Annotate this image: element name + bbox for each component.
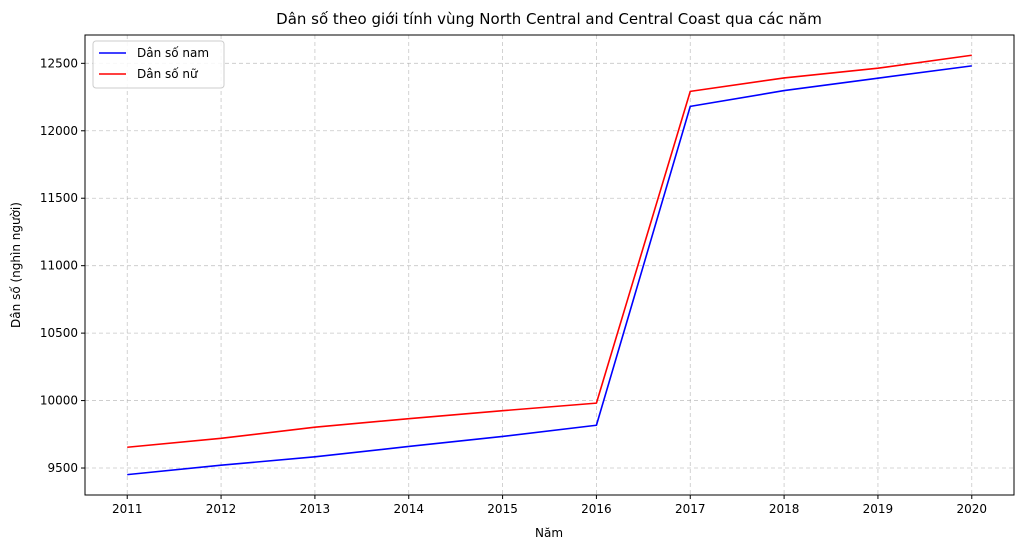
y-tick-label: 10000 (40, 394, 78, 408)
legend: Dân số nam Dân số nữ (92, 40, 225, 89)
series-line-1 (127, 54, 972, 449)
legend-label-1: Dân số nữ (137, 67, 199, 81)
y-tick-label: 9500 (47, 461, 78, 475)
x-tick-label: 2018 (769, 502, 800, 516)
series-line-0 (127, 65, 972, 476)
x-axis-label: Năm (535, 526, 563, 540)
y-tick-label: 12000 (40, 124, 78, 138)
y-tick-label: 11500 (40, 191, 78, 205)
x-tick-label: 2013 (300, 502, 331, 516)
chart-title: Dân số theo giới tính vùng North Central… (276, 10, 822, 28)
x-tick-label: 2017 (675, 502, 706, 516)
grid (85, 35, 1014, 495)
legend-label-0: Dân số nam (137, 46, 209, 60)
x-tick-label: 2019 (863, 502, 894, 516)
y-tick-label: 12500 (40, 56, 78, 70)
x-tick-label: 2014 (393, 502, 424, 516)
x-tick-label: 2015 (487, 502, 518, 516)
x-tick-label: 2020 (956, 502, 987, 516)
y-tick-label: 11000 (40, 259, 78, 273)
x-tick-label: 2016 (581, 502, 612, 516)
plot-frame (84, 34, 1015, 496)
x-tick-label: 2011 (112, 502, 143, 516)
y-axis-label: Dân số (nghìn người) (9, 202, 23, 328)
series-lines (127, 54, 972, 476)
y-tick-label: 10500 (40, 326, 78, 340)
axis-ticks: 2011 2012 2013 2014 2015 2016 2017 2018 2019 2020… (40, 56, 987, 516)
x-tick-label: 2012 (206, 502, 237, 516)
